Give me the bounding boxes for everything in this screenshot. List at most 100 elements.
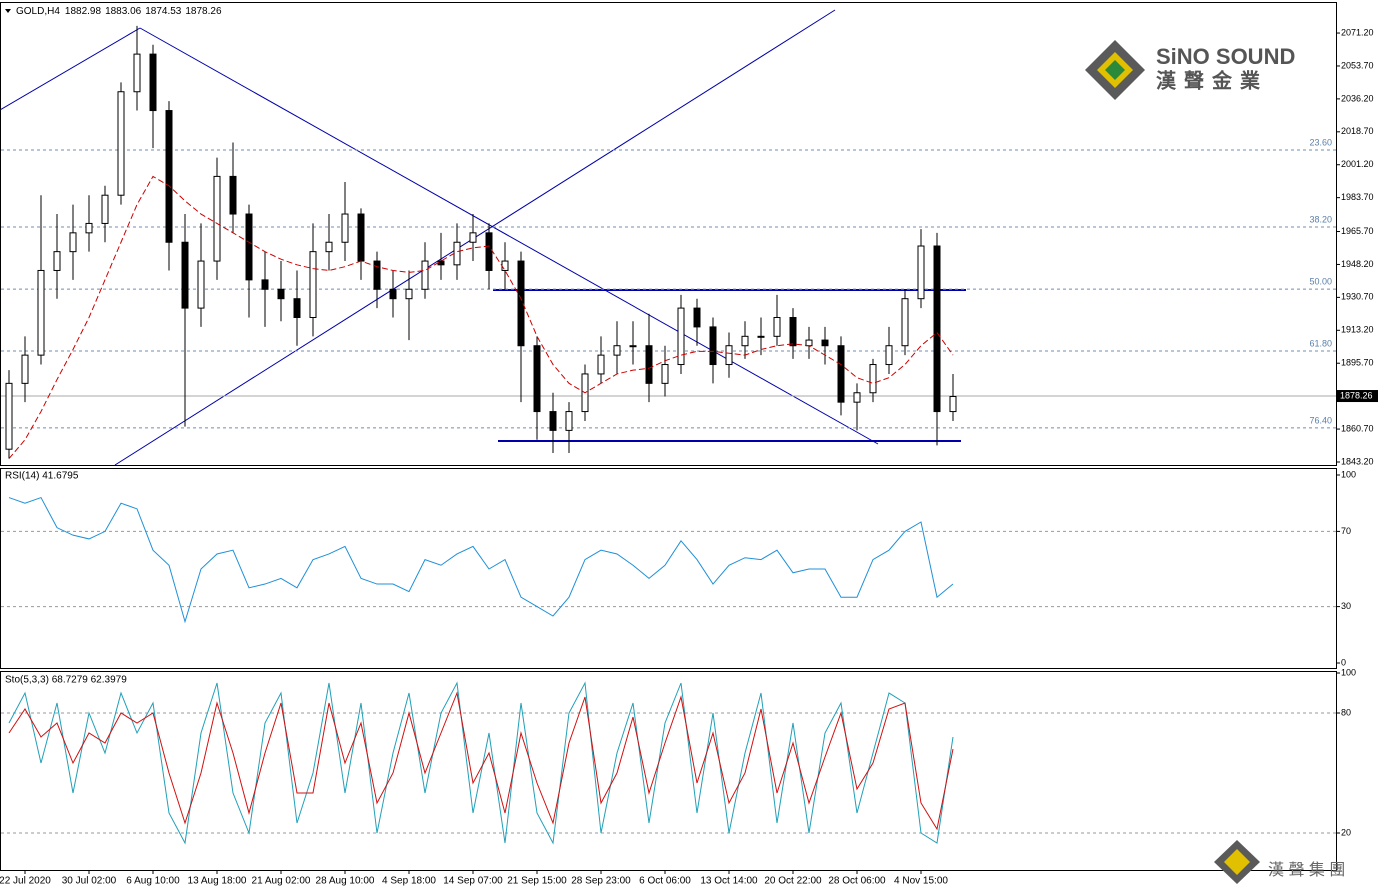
indicator-line	[8, 496, 954, 624]
indicator-line	[8, 681, 954, 845]
candle-body	[469, 232, 477, 243]
candle-body	[53, 251, 61, 271]
y-tick-label: 1983.70	[1341, 192, 1374, 202]
fib-label: 38.20	[1309, 214, 1332, 224]
logo: SiNO SOUND 漢聲金業 漢 聲 集 團	[1085, 40, 1345, 884]
candle-body	[277, 288, 285, 300]
y-tick-label: 2001.20	[1341, 159, 1374, 169]
trend-line	[0, 27, 141, 111]
x-tick-label: 13 Oct 14:00	[700, 876, 758, 887]
y-tick-label: 0	[1341, 657, 1346, 667]
candle-body	[805, 339, 813, 347]
candle-body	[21, 354, 29, 384]
candle-body	[421, 260, 429, 290]
fib-label: 76.40	[1309, 415, 1332, 425]
y-tick-label: 1930.70	[1341, 292, 1374, 302]
candle-body	[933, 245, 941, 413]
logo-diamond	[1105, 60, 1125, 80]
candle-body	[37, 269, 45, 356]
y-tick-label: 1843.20	[1341, 456, 1374, 466]
rsi-panel	[0, 468, 1337, 669]
candle-body	[229, 175, 237, 215]
candle-body	[85, 222, 93, 234]
candle-body	[405, 288, 413, 300]
fib-label: 50.00	[1309, 276, 1332, 286]
x-tick-label: 14 Sep 07:00	[443, 876, 503, 887]
candle-body	[181, 241, 189, 309]
header: GOLD,H4 1882.98 1883.06 1874.53 1878.26	[16, 6, 222, 17]
y-tick-label: 2071.20	[1341, 27, 1374, 37]
candle-body	[709, 326, 717, 366]
low: 1874.53	[145, 6, 182, 17]
candle-body	[357, 213, 365, 262]
brand-footer: 漢 聲 集 團	[1268, 861, 1345, 879]
y-tick-label: 2018.70	[1341, 126, 1374, 136]
candle-body	[773, 317, 781, 337]
trend-line	[139, 27, 879, 445]
candle-body	[165, 110, 173, 243]
candle-body	[885, 345, 893, 366]
fib-label: 23.60	[1309, 137, 1332, 147]
candle-body	[485, 232, 493, 271]
menu-arrow	[5, 9, 11, 13]
candle-body	[597, 354, 605, 375]
y-tick-label: 100	[1341, 469, 1356, 479]
candle-body	[629, 345, 637, 348]
candle-body	[437, 260, 445, 266]
candle-body	[245, 213, 253, 281]
close: 1878.26	[185, 6, 222, 17]
candle-body	[309, 251, 317, 319]
candle-body	[741, 335, 749, 347]
candle-body	[213, 175, 221, 262]
candle-body	[725, 345, 733, 366]
candle-body	[917, 245, 925, 300]
candle-body	[389, 288, 397, 300]
y-tick-label: 1895.70	[1341, 358, 1374, 368]
candle-body	[837, 345, 845, 403]
y-tick-label: 1860.70	[1341, 423, 1374, 433]
candle-body	[197, 260, 205, 309]
y-tick-label: 1965.70	[1341, 226, 1374, 236]
main-panel	[0, 2, 1337, 466]
candle-body	[149, 53, 157, 112]
candle-body	[325, 241, 333, 253]
y-tick-label: 20	[1341, 827, 1351, 837]
x-tick-label: 4 Nov 15:00	[894, 876, 948, 887]
logo-diamond	[1224, 849, 1250, 875]
candle-body	[117, 91, 125, 196]
candle-body	[341, 213, 349, 243]
y-tick-label: 80	[1341, 707, 1351, 717]
candle-body	[693, 307, 701, 328]
candle-body	[549, 411, 557, 431]
candle-body	[613, 345, 621, 356]
x-tick-label: 6 Aug 10:00	[126, 876, 180, 887]
candle-body	[901, 298, 909, 347]
x-tick-label: 21 Aug 02:00	[252, 876, 311, 887]
candle-body	[757, 335, 765, 338]
candle-body	[853, 392, 861, 403]
y-tick-label: 1913.20	[1341, 325, 1374, 335]
candle-body	[293, 298, 301, 319]
candle-body	[133, 53, 141, 93]
price-box	[1337, 390, 1378, 403]
symbol: GOLD,H4	[16, 6, 60, 17]
brand-chinese: 漢聲金業	[1156, 68, 1268, 92]
y-tick-label: 1948.20	[1341, 259, 1374, 269]
candle-body	[101, 194, 109, 224]
x-tick-label: 20 Oct 22:00	[764, 876, 822, 887]
price-label: 1878.26	[1340, 390, 1373, 400]
trend-lines	[0, 9, 966, 466]
sto-panel	[0, 671, 1337, 871]
candle-body	[661, 364, 669, 384]
y-tick-label: 30	[1341, 601, 1351, 611]
x-tick-label: 6 Oct 06:00	[639, 876, 691, 887]
candle-body	[261, 279, 269, 290]
y-tick-label: 2053.70	[1341, 60, 1374, 70]
x-tick-label: 4 Sep 18:00	[382, 876, 436, 887]
candle-body	[645, 345, 653, 384]
moving-average	[8, 175, 954, 459]
candle-body	[533, 345, 541, 413]
high: 1883.06	[105, 6, 142, 17]
x-tick-label: 13 Aug 18:00	[188, 876, 247, 887]
